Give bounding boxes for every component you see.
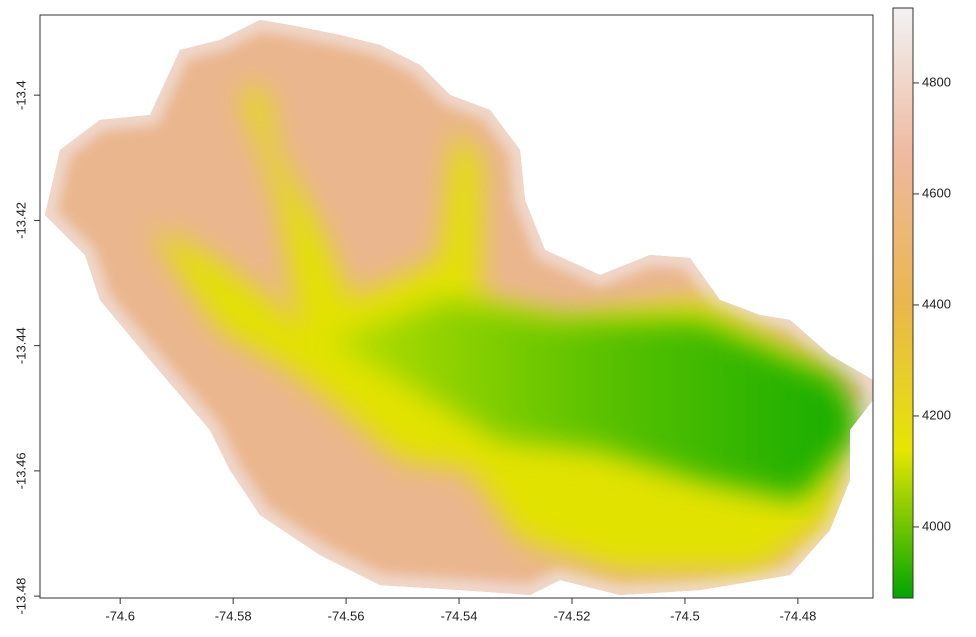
colorbar-label: 4400 (922, 296, 951, 311)
x-tick-label: -74.5 (670, 608, 700, 623)
colorbar-label: 4200 (922, 407, 951, 422)
colorbar-label: 4600 (922, 185, 951, 200)
x-tick-label: -74.56 (328, 608, 365, 623)
colorbar-label: 4000 (922, 518, 951, 533)
map: -74.6 -74.58 -74.56 -74.54 -74.52 -74.5 -74.48… (0, 0, 976, 637)
x-tick-label: -74.58 (215, 608, 252, 623)
y-tick-label: -13.48 (13, 578, 28, 615)
colorbar-label: 4800 (922, 74, 951, 89)
y-tick-label: -13.46 (13, 452, 28, 489)
color-bar (893, 8, 913, 598)
y-tick-label: -13.44 (13, 327, 28, 364)
x-tick-label: -74.6 (105, 608, 135, 623)
y-tick-label: -13.42 (13, 202, 28, 239)
x-tick-label: -74.54 (441, 608, 478, 623)
x-tick-label: -74.48 (779, 608, 816, 623)
elevation-raster (30, 10, 880, 610)
y-tick-label: -13.4 (13, 80, 28, 110)
x-tick-label: -74.52 (554, 608, 591, 623)
